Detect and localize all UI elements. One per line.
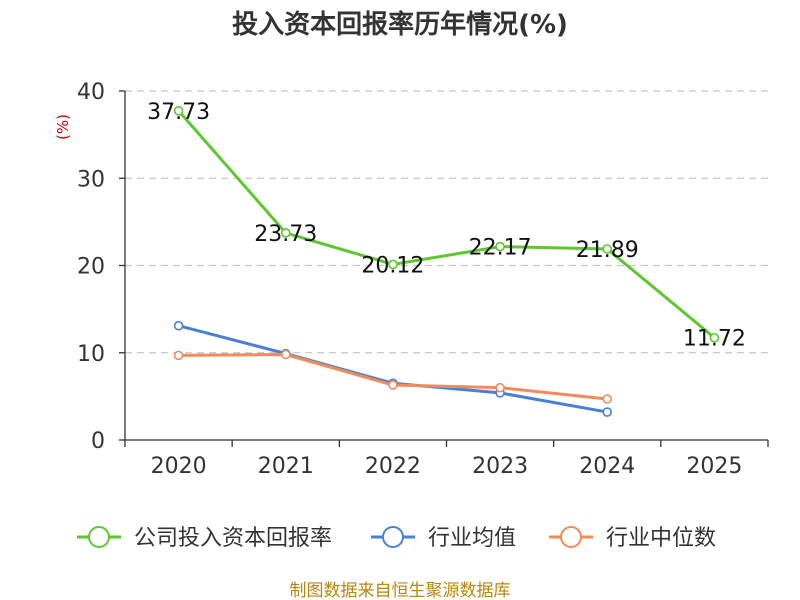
data-label: 11.72 <box>683 327 746 352</box>
series-line <box>178 324 608 414</box>
y-tick-label: 30 <box>77 167 105 192</box>
data-point <box>495 382 505 393</box>
legend-label: 行业中位数 <box>606 526 716 551</box>
legend: 公司投入资本回报率 行业均值 行业中位数 <box>77 526 716 551</box>
source-note: 制图数据来自恒生聚源数据库 <box>290 581 511 600</box>
data-point <box>173 320 184 331</box>
data-label: 21.89 <box>576 238 639 263</box>
data-point <box>173 350 184 361</box>
data-point <box>388 259 398 270</box>
x-tick-label: 2025 <box>686 454 742 479</box>
data-point <box>280 349 291 360</box>
legend-item: 行业均值 <box>371 526 516 551</box>
legend-marker <box>88 526 110 548</box>
data-point <box>602 394 613 404</box>
legend-item: 行业中位数 <box>549 526 716 551</box>
data-point <box>388 380 398 390</box>
legend-marker <box>560 526 582 548</box>
data-labels: 37.73 23.73 20.12 22.17 21.89 11.72 <box>147 100 746 352</box>
axes: 0 10 20 30 40 2020 2021 2022 2023 2024 2025 <box>77 80 769 479</box>
x-tick-label: 2024 <box>579 454 635 479</box>
y-tick-label: 10 <box>77 342 105 367</box>
x-tick-label: 2020 <box>151 454 207 479</box>
series-line <box>178 352 608 401</box>
data-point <box>709 332 720 343</box>
x-tick-label: 2023 <box>472 454 528 479</box>
series-line <box>177 109 716 339</box>
data-point <box>602 244 613 254</box>
legend-marker <box>382 526 404 548</box>
chart-title: 投入资本回报率历年情况(%) <box>232 9 568 40</box>
x-tick-label: 2022 <box>365 454 421 479</box>
x-tick-label: 2021 <box>258 454 314 479</box>
y-axis-label: (%) <box>54 114 72 140</box>
data-point <box>495 241 505 252</box>
data-point <box>280 228 291 238</box>
data-label: 22.17 <box>469 236 532 261</box>
grid-lines <box>125 90 768 354</box>
data-label: 20.12 <box>361 253 424 278</box>
y-tick-label: 0 <box>91 429 105 454</box>
y-tick-label: 40 <box>77 80 105 105</box>
legend-label: 行业均值 <box>428 526 516 551</box>
data-label: 37.73 <box>147 100 210 125</box>
series-layer <box>173 106 720 417</box>
data-point <box>602 407 613 417</box>
data-point <box>173 106 184 116</box>
y-tick-label: 20 <box>77 255 105 280</box>
data-label: 23.73 <box>254 222 317 247</box>
legend-item: 公司投入资本回报率 <box>77 526 332 551</box>
legend-label: 公司投入资本回报率 <box>134 526 332 551</box>
